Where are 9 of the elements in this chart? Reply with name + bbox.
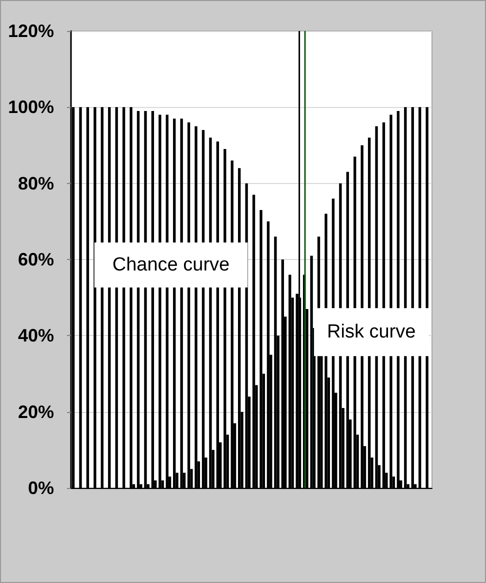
y-tick-label: 120% (8, 21, 54, 41)
y-tick-label: 80% (18, 173, 54, 194)
annotation: Chance curve (112, 254, 230, 276)
y-tick-label: 40% (18, 326, 54, 346)
y-tick-label: 100% (8, 97, 54, 118)
y-tick-label: 60% (18, 250, 54, 270)
y-tick-label: 0% (28, 478, 54, 498)
y-tick-label: 20% (18, 402, 54, 422)
annotation: Risk curve (327, 322, 416, 343)
